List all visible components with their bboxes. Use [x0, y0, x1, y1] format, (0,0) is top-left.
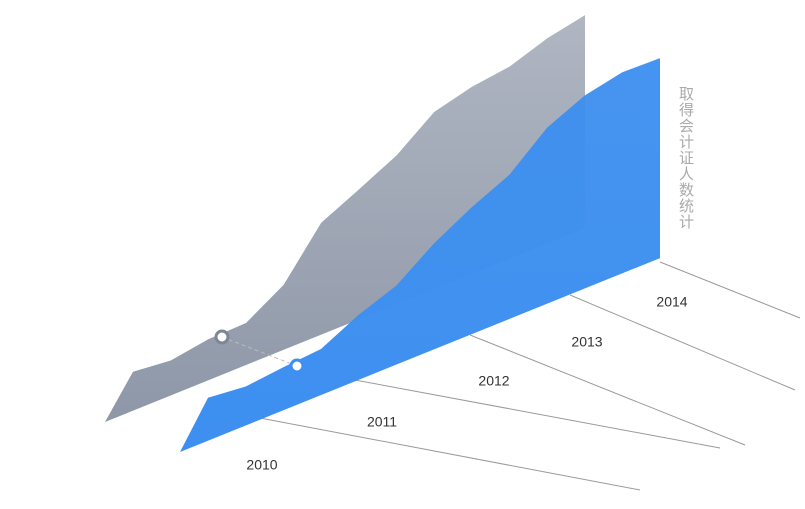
x-tick-label: 2014 [656, 294, 687, 310]
area [180, 58, 660, 452]
x-tick-label: 2012 [478, 373, 509, 389]
marker [289, 358, 305, 374]
x-tick-label: 2011 [367, 414, 397, 430]
plot [105, 15, 660, 452]
chart-title: 取得会计证人数统计 [677, 86, 695, 230]
x-tick-label: 2013 [571, 334, 602, 350]
x-tick-label: 2010 [246, 457, 277, 473]
floor-grid [259, 261, 801, 491]
area [105, 15, 585, 422]
marker [214, 329, 230, 345]
